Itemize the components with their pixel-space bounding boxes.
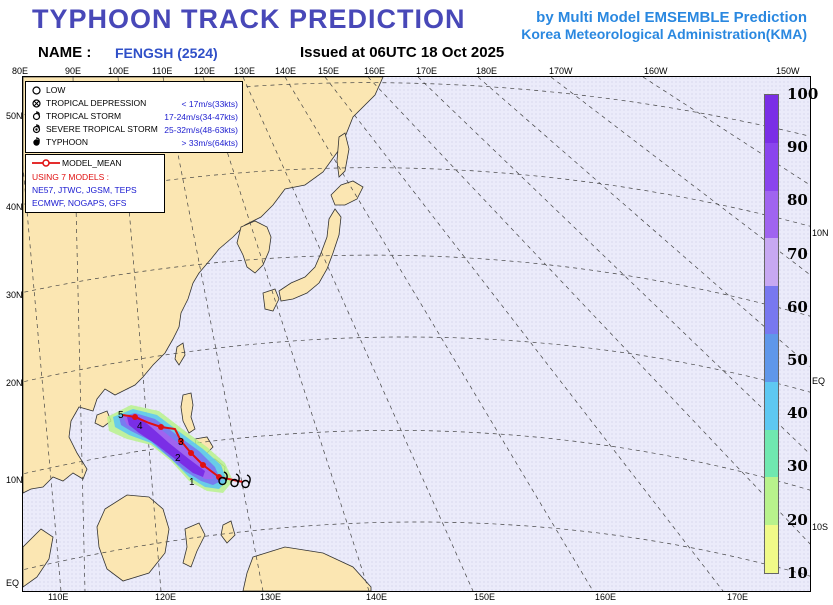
colorbar-segment	[765, 429, 778, 478]
top-tick: 90E	[65, 66, 82, 76]
colorbar-label: 100	[787, 85, 819, 103]
colorbar-segment	[765, 142, 778, 191]
legend-label: TYPHOON	[46, 137, 89, 147]
land-philippines-luzon	[180, 392, 196, 434]
colorbar-segment	[765, 334, 778, 382]
forecast-label: 5	[118, 410, 124, 421]
colorbar-label: 60	[787, 298, 808, 316]
top-tick: 170E	[416, 66, 438, 76]
legend-label: LOW	[46, 85, 66, 95]
forecast-label: 3	[178, 437, 184, 448]
page-title: TYPHOON TRACK PREDICTION	[32, 4, 466, 34]
land-japan-kyushu	[262, 288, 280, 312]
top-tick: 100E	[108, 66, 130, 76]
land-sulawesi	[182, 522, 206, 568]
right-tick: EQ	[812, 376, 826, 386]
forecast-label: 1	[189, 477, 195, 488]
land-korea	[236, 220, 272, 274]
colorbar-label: 50	[787, 351, 808, 369]
byline: by Multi Model EMSEMBLE Prediction	[536, 9, 807, 26]
land-new-guinea	[242, 546, 372, 591]
model-mean-label: MODEL_MEAN	[62, 158, 122, 168]
top-tick: 110E	[152, 66, 173, 76]
top-tick: 160E	[364, 66, 386, 76]
legend-label: TROPICAL STORM	[46, 111, 122, 121]
legend-range: < 17m/s(33kts)	[181, 99, 238, 109]
colorbar-label: 70	[787, 245, 808, 263]
left-tick: EQ	[6, 578, 20, 588]
top-tick: 140E	[275, 66, 297, 76]
colorbar-segment	[765, 190, 778, 239]
probability-colorbar	[764, 94, 779, 574]
left-tick: 50N	[6, 111, 23, 121]
colorbar-segment	[765, 381, 778, 430]
land-sakhalin	[336, 132, 350, 178]
models-list-1: NE57, JTWC, JGSM, TEPS	[32, 185, 137, 195]
colorbar-label: 20	[787, 511, 808, 529]
storm-class-legend: LOW TROPICAL DEPRESSION < 17m/s(33kts) T…	[25, 81, 243, 153]
bottom-tick: 130E	[260, 592, 282, 602]
top-tick: 150E	[318, 66, 340, 76]
colorbar-segment	[765, 525, 778, 573]
right-tick: 10S	[812, 522, 829, 532]
models-header: USING 7 MODELS :	[32, 172, 109, 182]
top-tick: 130E	[234, 66, 256, 76]
left-tick: 30N	[6, 290, 23, 300]
colorbar-label: 10	[787, 564, 808, 582]
bottom-tick: 150E	[474, 592, 496, 602]
colorbar-label: 30	[787, 457, 808, 475]
land-halmahera	[220, 520, 236, 544]
land-malay	[23, 528, 54, 588]
colorbar-segment	[765, 477, 778, 526]
legend-range: 25-32m/s(48-63kts)	[164, 125, 238, 135]
bottom-tick: 120E	[155, 592, 177, 602]
right-tick: 10N	[812, 228, 829, 238]
name-label: NAME :	[38, 44, 92, 61]
forecast-day-labels: 1 2 3 4 5	[118, 410, 195, 488]
top-tick: 180E	[476, 66, 498, 76]
legend-range: > 33m/s(64kts)	[181, 138, 238, 148]
legend-label: TROPICAL DEPRESSION	[46, 98, 147, 108]
issued-time: Issued at 06UTC 18 Oct 2025	[300, 44, 505, 61]
colorbar-label: 80	[787, 191, 808, 209]
forecast-label: 4	[137, 421, 143, 432]
colorbar-label: 90	[787, 138, 808, 156]
latitude-gridlines	[23, 82, 810, 577]
models-list-2: ECMWF, NOGAPS, GFS	[32, 198, 127, 208]
left-tick: 20N	[6, 378, 23, 388]
bottom-tick: 170E	[727, 592, 749, 602]
colorbar-label: 40	[787, 404, 808, 422]
bottom-tick: 110E	[48, 592, 69, 602]
bottom-tick: 160E	[595, 592, 617, 602]
organization: Korea Meteorological Administration(KMA)	[521, 26, 807, 42]
left-tick: 40N	[6, 202, 23, 212]
land-borneo	[96, 494, 170, 582]
colorbar-segment	[765, 95, 778, 143]
top-tick: 150W	[776, 66, 800, 76]
land-hainan	[94, 410, 112, 428]
storm-symbols	[218, 471, 251, 489]
model-legend: MODEL_MEAN USING 7 MODELS : NE57, JTWC, …	[25, 154, 165, 213]
bottom-tick: 140E	[366, 592, 388, 602]
probability-swath	[107, 405, 233, 493]
top-tick: 160W	[644, 66, 668, 76]
colorbar-segment	[765, 238, 778, 287]
left-tick: 10N	[6, 475, 23, 485]
colorbar-segment	[765, 286, 778, 334]
land-japan-hokkaido	[330, 180, 364, 206]
top-tick: 120E	[194, 66, 216, 76]
top-tick: 80E	[12, 66, 29, 76]
top-tick: 170W	[549, 66, 573, 76]
land-taiwan	[174, 342, 186, 366]
map-panel[interactable]: 1 2 3 4 5 LOW TROPICAL DEPRESSION < 17m/…	[22, 76, 811, 592]
land-japan-honshu	[278, 208, 342, 302]
typhoon-name: FENGSH (2524)	[115, 45, 218, 61]
legend-range: 17-24m/s(34-47kts)	[164, 112, 238, 122]
legend-label: SEVERE TROPICAL STORM	[46, 124, 158, 134]
forecast-label: 2	[175, 453, 181, 464]
